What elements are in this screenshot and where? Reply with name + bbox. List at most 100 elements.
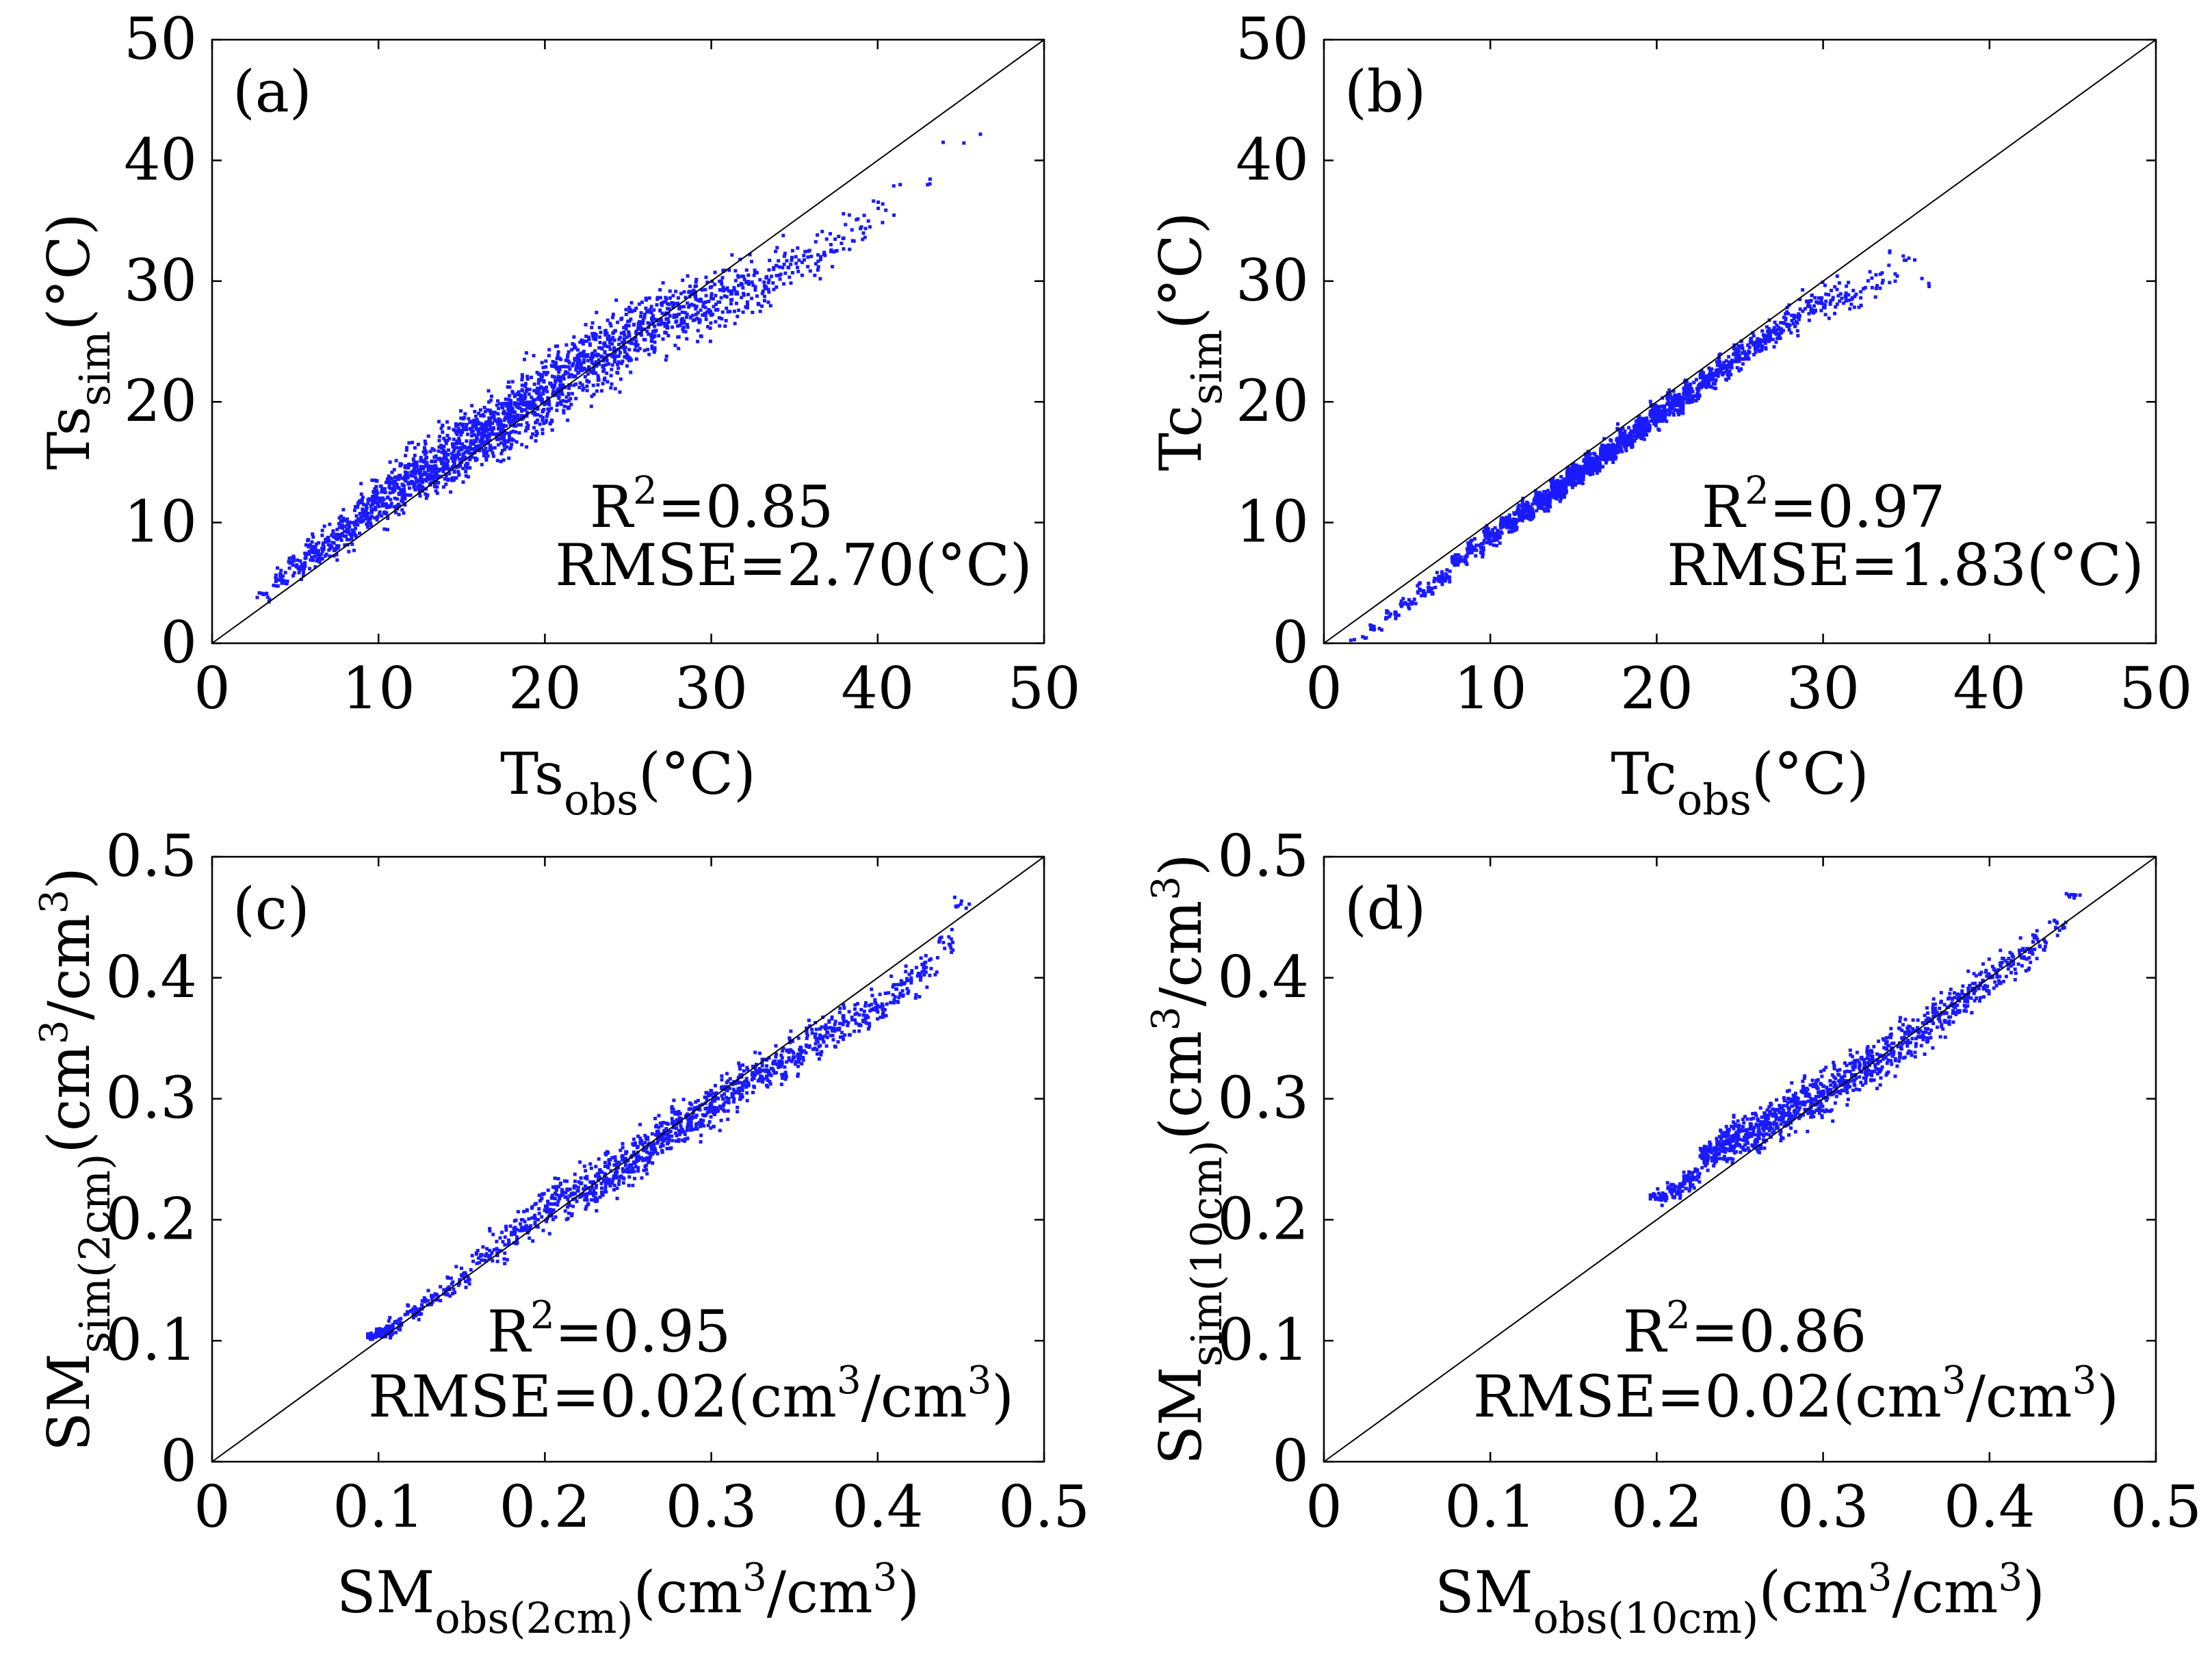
data-point bbox=[473, 439, 477, 443]
r-squared-b: R2=0.97 bbox=[1702, 469, 1945, 541]
data-point bbox=[1606, 452, 1610, 456]
x-tick-label: 10 bbox=[1454, 655, 1527, 722]
data-point bbox=[456, 423, 460, 427]
data-point bbox=[1606, 443, 1611, 447]
data-point bbox=[544, 359, 548, 363]
data-point bbox=[783, 251, 787, 255]
data-point bbox=[289, 556, 294, 560]
data-point bbox=[619, 377, 623, 381]
data-point bbox=[666, 302, 669, 306]
data-point bbox=[866, 219, 870, 223]
data-point bbox=[376, 1330, 380, 1334]
data-point bbox=[472, 441, 476, 445]
data-point bbox=[457, 472, 461, 476]
data-point bbox=[554, 365, 558, 370]
data-point bbox=[538, 393, 541, 398]
data-point bbox=[1881, 279, 1885, 283]
data-point bbox=[502, 458, 506, 462]
data-point bbox=[473, 409, 477, 413]
data-point bbox=[512, 438, 516, 442]
data-point bbox=[611, 315, 614, 320]
data-point bbox=[564, 1191, 568, 1195]
data-point bbox=[1416, 584, 1420, 588]
data-point bbox=[265, 591, 269, 595]
data-point bbox=[1542, 494, 1546, 498]
data-point bbox=[385, 1330, 389, 1334]
data-point bbox=[386, 516, 390, 520]
data-point bbox=[481, 448, 485, 452]
data-point bbox=[331, 531, 335, 535]
data-point bbox=[707, 300, 711, 303]
data-point bbox=[703, 287, 707, 292]
data-point bbox=[335, 528, 339, 532]
data-point bbox=[313, 565, 317, 569]
data-point bbox=[324, 554, 327, 558]
data-point bbox=[530, 396, 534, 400]
data-point bbox=[396, 1321, 400, 1326]
data-point bbox=[1813, 309, 1817, 312]
data-point bbox=[470, 1254, 474, 1258]
data-point bbox=[768, 259, 772, 263]
data-point bbox=[515, 405, 519, 409]
data-point bbox=[1627, 426, 1631, 430]
data-point bbox=[488, 1227, 492, 1230]
data-point bbox=[709, 313, 713, 317]
data-point bbox=[746, 273, 751, 277]
data-point bbox=[506, 406, 510, 411]
data-point bbox=[430, 1297, 434, 1301]
data-point bbox=[1776, 336, 1780, 340]
data-point bbox=[311, 532, 315, 536]
data-point bbox=[474, 444, 478, 448]
y-tick-label: 50 bbox=[1236, 5, 1309, 73]
data-point bbox=[616, 320, 620, 324]
data-point bbox=[1643, 417, 1647, 422]
data-point bbox=[488, 1229, 492, 1233]
data-point bbox=[609, 324, 613, 328]
data-point bbox=[328, 554, 332, 558]
data-point bbox=[1888, 249, 1892, 253]
data-point bbox=[582, 360, 586, 364]
data-point bbox=[1635, 419, 1639, 423]
data-point bbox=[1519, 513, 1523, 517]
data-point bbox=[1448, 576, 1452, 580]
data-point bbox=[1611, 461, 1615, 465]
data-point bbox=[307, 538, 311, 542]
data-point bbox=[755, 294, 759, 298]
data-point bbox=[406, 1304, 411, 1308]
data-point bbox=[632, 1143, 636, 1147]
data-point bbox=[1823, 303, 1827, 307]
data-point bbox=[400, 496, 404, 500]
data-point bbox=[535, 431, 539, 435]
data-point bbox=[633, 309, 637, 313]
data-point bbox=[1578, 473, 1583, 477]
data-point bbox=[1880, 271, 1884, 275]
data-point bbox=[313, 547, 316, 552]
data-point bbox=[1710, 375, 1714, 379]
data-point bbox=[1806, 300, 1810, 304]
data-point bbox=[335, 558, 339, 562]
data-point bbox=[440, 450, 444, 454]
data-point bbox=[1654, 417, 1657, 422]
data-point bbox=[660, 302, 663, 305]
data-point bbox=[493, 417, 497, 422]
data-point bbox=[411, 458, 415, 462]
data-point bbox=[1769, 329, 1773, 333]
data-point bbox=[775, 246, 779, 250]
data-point bbox=[1665, 394, 1669, 398]
data-point bbox=[468, 445, 472, 449]
data-point bbox=[1730, 359, 1734, 363]
data-point bbox=[1641, 428, 1645, 432]
data-point bbox=[558, 1197, 562, 1201]
data-point bbox=[548, 1207, 552, 1211]
data-point bbox=[512, 394, 517, 398]
data-point bbox=[340, 534, 344, 537]
data-point bbox=[1486, 527, 1490, 531]
data-point bbox=[1369, 627, 1373, 631]
data-point bbox=[1517, 510, 1521, 514]
data-point bbox=[553, 1176, 557, 1180]
data-point bbox=[567, 365, 571, 369]
data-point bbox=[413, 1306, 417, 1310]
data-point bbox=[590, 1198, 594, 1202]
data-point bbox=[411, 1312, 415, 1316]
data-point bbox=[1494, 534, 1498, 539]
